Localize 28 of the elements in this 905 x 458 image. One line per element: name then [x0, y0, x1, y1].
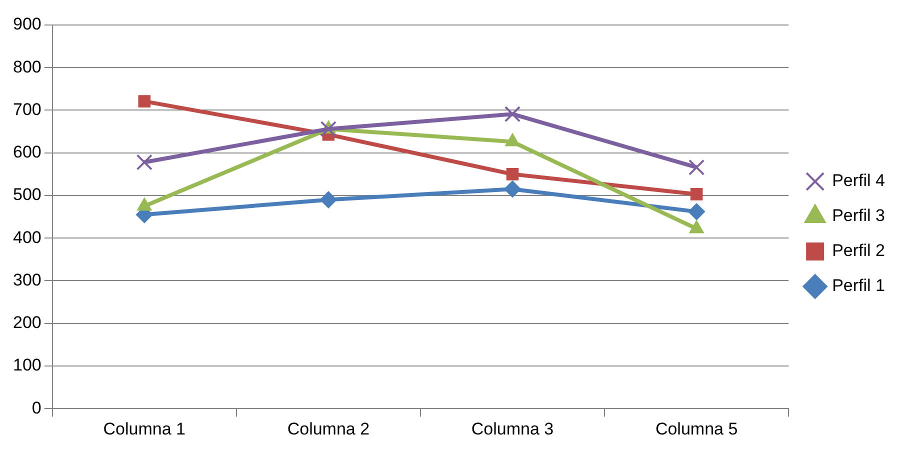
point [506, 168, 519, 180]
y-tick-label: 100 [12, 356, 42, 375]
y-tick-label: 900 [12, 14, 42, 34]
x-tick-label: Columna 1 [103, 419, 186, 438]
x-tick-label: Columna 2 [287, 419, 370, 438]
legend-label: Perfil 4 [832, 171, 886, 190]
y-tick-label: 800 [12, 57, 42, 76]
point [504, 106, 521, 122]
x-tick-label: Columna 5 [655, 419, 738, 438]
y-tick-label: 0 [32, 398, 42, 418]
y-tick-label: 300 [12, 270, 42, 290]
x-tick-label: Columna 3 [471, 419, 554, 438]
point [136, 154, 152, 170]
y-tick-label: 700 [12, 100, 42, 119]
point [138, 95, 151, 108]
point [688, 203, 706, 220]
legend-label: Perfil 3 [832, 206, 886, 226]
legend-label: Perfil 1 [832, 276, 886, 296]
y-tick-label: 600 [12, 142, 42, 162]
point [688, 159, 705, 176]
legend-label: Perfil 2 [832, 241, 886, 260]
y-tick-label: 500 [12, 185, 42, 204]
point [690, 188, 703, 200]
point [320, 120, 337, 138]
y-tick-label: 200 [12, 313, 42, 332]
point [504, 180, 522, 198]
y-tick-label: 400 [12, 228, 42, 247]
point [320, 191, 337, 208]
